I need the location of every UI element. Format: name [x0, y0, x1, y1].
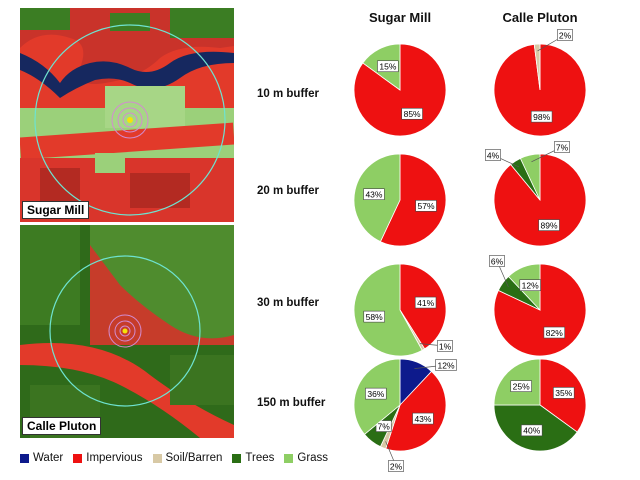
data-label-box: [377, 60, 399, 73]
data-label: 2%: [559, 30, 572, 40]
data-label: 85%: [404, 109, 421, 119]
data-label: 12%: [522, 280, 539, 290]
data-label: 7%: [377, 421, 390, 431]
data-label: 43%: [365, 189, 382, 199]
slice-impervious: [385, 370, 447, 452]
sugar-mill-map-label: Sugar Mill: [22, 201, 90, 219]
legend-item-water: Water: [20, 452, 63, 464]
row-label-20m: 20 m buffer: [257, 185, 319, 197]
data-label: 98%: [533, 112, 550, 122]
data-label-box: [388, 460, 404, 472]
data-label-box: [437, 340, 453, 352]
data-label-box: [521, 424, 543, 437]
data-label: 40%: [523, 426, 540, 436]
legend-item-soil-barren: Soil/Barren: [152, 452, 222, 464]
data-label-box: [363, 310, 385, 323]
sugar-mill-map: Sugar Mill: [20, 8, 234, 222]
data-label: 1%: [439, 341, 452, 351]
data-label-box: [375, 420, 392, 432]
row-label-10m: 10 m buffer: [257, 88, 319, 100]
data-label: 36%: [367, 389, 384, 399]
sugar-mill-map-image: [20, 8, 234, 222]
legend-item-grass: Grass: [284, 452, 328, 464]
legend: Water Impervious Soil/Barren Trees Grass: [20, 452, 328, 464]
data-label: 15%: [379, 62, 396, 72]
data-label: 6%: [491, 256, 504, 266]
data-label-box: [415, 200, 437, 212]
data-label: 7%: [556, 142, 569, 152]
pie-calle-pluton-20-m-buffer: 89% 4% 7%: [485, 141, 587, 247]
legend-item-trees: Trees: [232, 452, 274, 464]
pie-calle-pluton-10-m-buffer: 98% 2%: [493, 29, 587, 137]
data-label: 12%: [437, 360, 454, 370]
data-label: 2%: [390, 461, 403, 471]
legend-swatch-trees: [232, 453, 242, 463]
data-label-box: [435, 359, 457, 371]
pie-calle-pluton-150-m-buffer: 35% 40% 25%: [493, 358, 587, 452]
data-label-box: [557, 29, 573, 41]
data-label: 58%: [366, 312, 383, 322]
data-label-box: [365, 387, 387, 400]
column-header-calle-pluton: Calle Pluton: [502, 10, 578, 25]
legend-swatch-soil-barren: [152, 453, 162, 463]
legend-item-impervious: Impervious: [73, 452, 143, 464]
calle-pluton-map-image: [20, 225, 234, 438]
legend-swatch-impervious: [73, 453, 83, 463]
data-label-box: [401, 107, 423, 120]
data-label: 35%: [555, 388, 572, 398]
data-label: 4%: [487, 150, 500, 160]
slice-soil-barren: [533, 43, 541, 91]
data-label-box: [414, 296, 437, 309]
data-label-box: [510, 380, 532, 392]
data-label: 82%: [546, 328, 563, 338]
pie-calle-pluton-30-m-buffer: 82% 6% 12%: [489, 255, 587, 357]
column-header-sugar-mill: Sugar Mill: [368, 10, 432, 25]
slice-impervious: [379, 153, 447, 247]
pie-sugar-mill-10-m-buffer: 85% 15%: [353, 43, 447, 137]
data-label: 43%: [414, 414, 431, 424]
data-label-box: [485, 149, 501, 161]
data-label: 41%: [417, 298, 434, 308]
data-label-box: [553, 387, 575, 399]
data-label-box: [489, 255, 505, 267]
data-label: 25%: [513, 381, 530, 391]
pie-sugar-mill-20-m-buffer: 57% 43%: [353, 153, 447, 247]
slice-grass: [519, 153, 541, 201]
data-label-box: [519, 279, 541, 291]
data-label: 89%: [541, 220, 558, 230]
calle-pluton-map-label: Calle Pluton: [22, 417, 102, 435]
pie-sugar-mill-30-m-buffer: 41% 1% 58%: [353, 263, 453, 357]
pie-sugar-mill-150-m-buffer: 12% 43% 2% 7% 36%: [353, 358, 457, 472]
data-label-box: [554, 141, 570, 153]
row-label-150m: 150 m buffer: [257, 397, 326, 409]
data-label-box: [538, 219, 560, 231]
slice-grass: [353, 263, 423, 357]
data-label-box: [543, 326, 565, 339]
calle-pluton-map: Calle Pluton: [20, 225, 234, 438]
row-label-30m: 30 m buffer: [257, 297, 319, 309]
data-label-box: [412, 412, 434, 425]
legend-swatch-water: [20, 453, 29, 463]
data-label-box: [363, 188, 385, 200]
data-label: 57%: [418, 201, 435, 211]
legend-swatch-grass: [284, 453, 294, 463]
data-label-box: [530, 110, 553, 123]
